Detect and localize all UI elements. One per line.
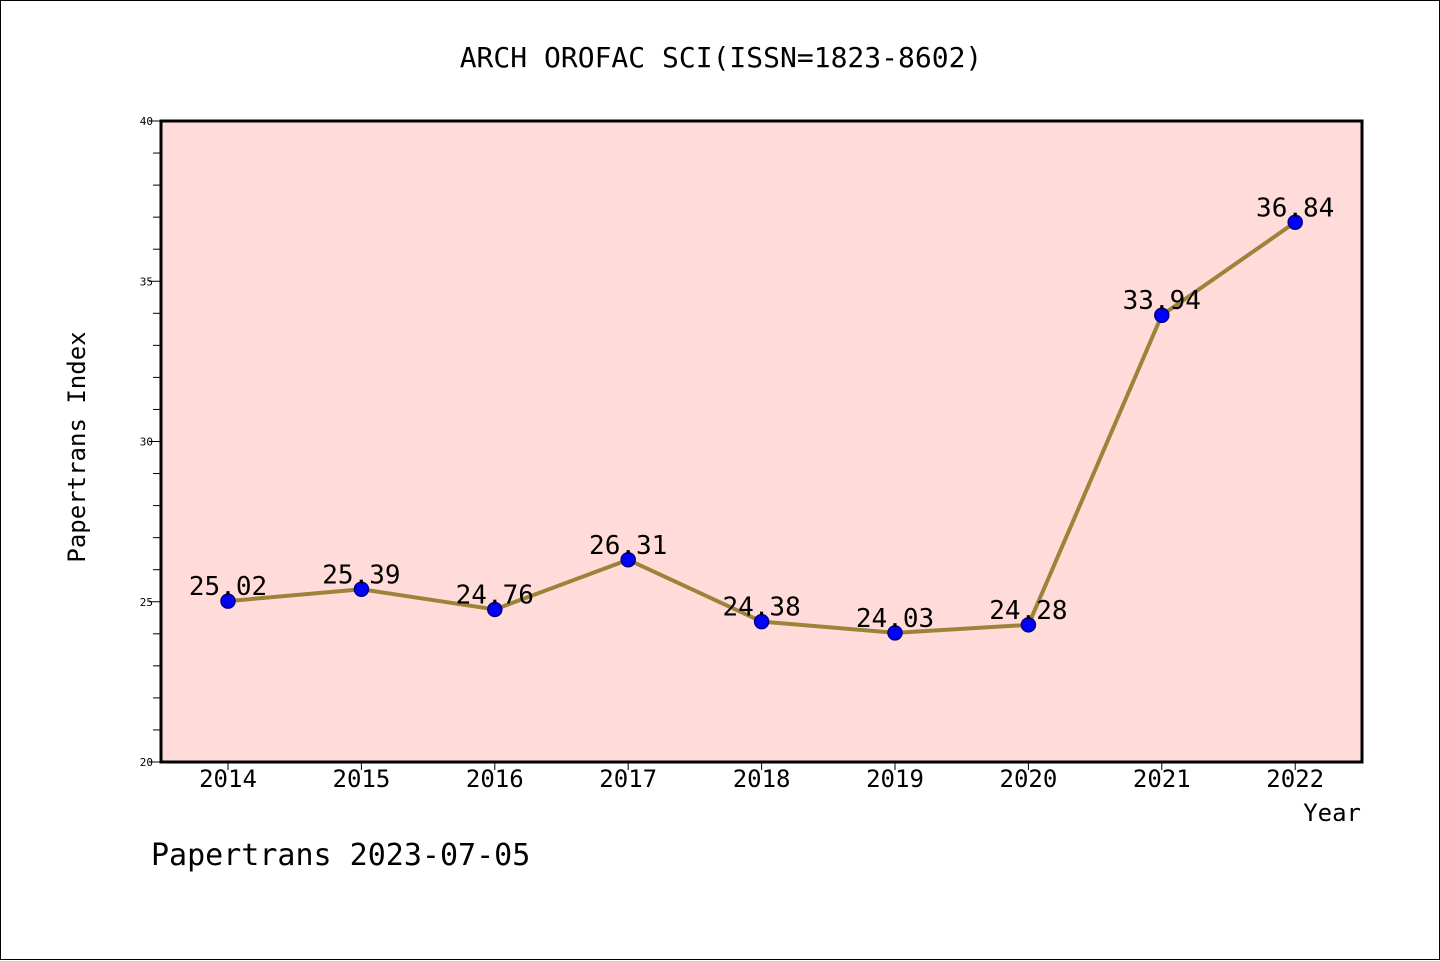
y-tick-label: 40 xyxy=(140,115,153,128)
data-point xyxy=(1020,617,1037,633)
x-tick-label: 2018 xyxy=(733,765,791,793)
data-point xyxy=(753,613,770,630)
data-point xyxy=(487,601,503,618)
data-label: 33.94 xyxy=(1123,286,1201,316)
x-tick-label: 2022 xyxy=(1266,765,1324,793)
data-point xyxy=(1154,307,1170,323)
data-points xyxy=(220,214,1303,641)
data-label: 24.76 xyxy=(456,580,534,610)
x-tick-label: 2020 xyxy=(1000,765,1058,793)
data-label: 36.84 xyxy=(1256,193,1334,223)
x-tick-label: 2017 xyxy=(599,765,657,793)
plot-area xyxy=(161,121,1362,762)
data-label: 24.28 xyxy=(989,596,1067,626)
footer-note: Papertrans 2023-07-05 xyxy=(151,838,530,873)
data-point xyxy=(353,581,370,598)
data-point xyxy=(1287,214,1303,231)
x-tick-label: 2016 xyxy=(466,765,524,793)
data-labels: 25.02 25.39 24.76 26.31 24.38 24.03 24.28 33.94… xyxy=(189,193,1334,634)
x-tick-label: 2014 xyxy=(199,765,257,793)
data-point xyxy=(620,552,636,568)
plot-border xyxy=(159,119,1364,764)
y-axis: 20 25 30 35 40 xyxy=(140,115,161,769)
x-tick-label: 2021 xyxy=(1133,765,1191,793)
data-label: 24.38 xyxy=(722,593,800,623)
data-point xyxy=(887,625,903,641)
x-tick-label: 2015 xyxy=(333,765,391,793)
y-tick-label: 35 xyxy=(140,275,153,288)
x-tick-label: 2019 xyxy=(866,765,924,793)
data-label: 25.02 xyxy=(189,572,267,602)
data-point xyxy=(220,593,236,609)
y-tick-label: 20 xyxy=(140,756,153,769)
chart-title: ARCH OROFAC SCI(ISSN=1823-8602) xyxy=(460,41,983,74)
y-tick-label: 30 xyxy=(140,436,153,449)
data-label: 26.31 xyxy=(589,531,667,561)
data-label: 25.39 xyxy=(322,560,400,590)
data-label: 24.03 xyxy=(856,604,934,634)
x-axis: 2014 2015 2016 2017 2018 2019 2020 2021 2022 xyxy=(199,762,1324,793)
y-tick-label: 25 xyxy=(140,596,153,609)
x-axis-label: Year xyxy=(1303,799,1361,827)
y-axis-label: Papertrans Index xyxy=(63,331,91,562)
